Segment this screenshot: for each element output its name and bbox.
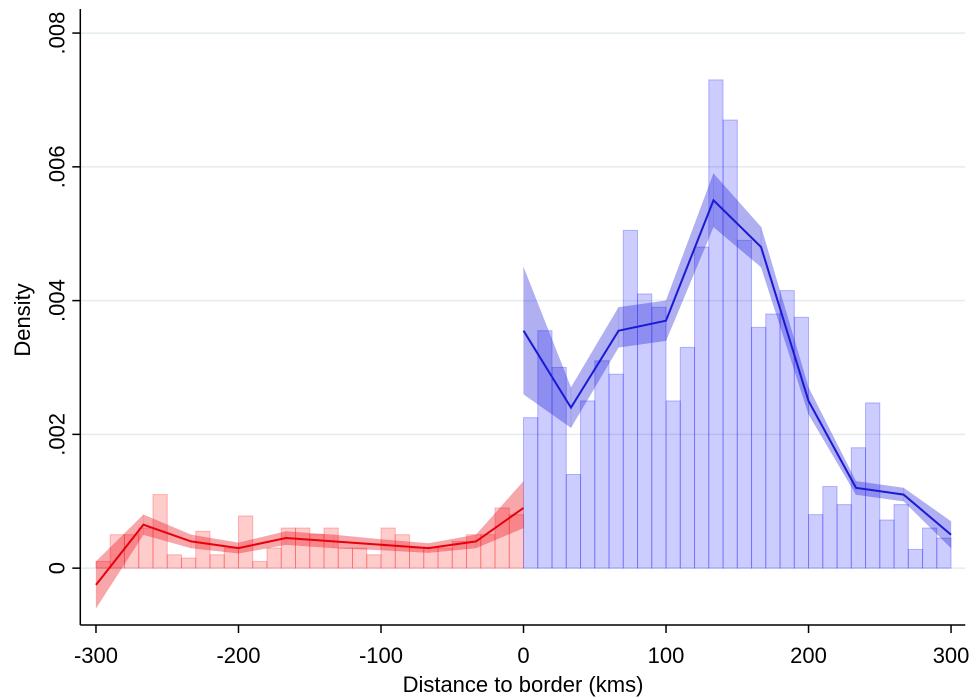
histogram-bar	[651, 306, 667, 569]
histogram-bar	[751, 326, 767, 569]
histogram-bar	[679, 346, 696, 569]
histogram-bar	[765, 313, 781, 569]
confidence-band	[95, 514, 144, 610]
confidence-band	[523, 267, 572, 429]
x-tick-label: -300	[74, 643, 118, 668]
histogram-bar	[480, 534, 496, 569]
histogram-bar	[822, 486, 838, 569]
histogram-bar	[309, 534, 325, 569]
density-line	[95, 507, 525, 586]
histogram-bar	[180, 557, 197, 569]
histogram-bar	[551, 366, 567, 569]
histogram-bar	[879, 519, 895, 569]
histogram-bar	[323, 527, 339, 569]
x-tick-label: 300	[933, 643, 970, 668]
histogram-bar	[779, 290, 795, 569]
histogram-bar	[366, 554, 382, 569]
confidence-band	[713, 172, 762, 268]
confidence-band	[808, 387, 857, 496]
x-tick-label: 100	[648, 643, 685, 668]
x-tick-label: 200	[790, 643, 827, 668]
histogram-bar	[252, 560, 268, 569]
histogram-bar	[138, 527, 154, 569]
histogram-bar	[736, 239, 753, 569]
y-tick-label: .008	[44, 12, 69, 55]
histogram-bar	[694, 246, 710, 569]
histogram-bar	[665, 400, 681, 569]
histogram-bar	[109, 534, 125, 569]
histogram-bar	[451, 540, 468, 569]
x-tick-label: 0	[517, 643, 529, 668]
y-tick-label: 0	[44, 562, 69, 574]
histogram-bar	[922, 527, 938, 569]
histogram-bar	[850, 447, 867, 569]
histogram-bar	[166, 554, 182, 569]
histogram-bar	[637, 293, 653, 569]
histogram-bar	[608, 373, 624, 569]
histogram-bar	[337, 547, 353, 569]
confidence-band	[618, 300, 667, 348]
histogram-bar	[594, 360, 610, 569]
histogram-bar	[351, 547, 368, 569]
confidence-band	[903, 487, 952, 549]
histogram-bar	[708, 79, 724, 569]
histogram-bar	[580, 400, 596, 569]
density-line	[522, 198, 952, 536]
y-axis-title: Density	[10, 283, 35, 356]
histogram-bar	[195, 530, 211, 569]
histogram-bar	[437, 547, 453, 569]
histogram-bar	[394, 534, 411, 569]
histogram-bar	[494, 507, 510, 569]
histogram-bar	[380, 527, 396, 569]
confidence-band	[665, 173, 714, 341]
histogram-bar	[893, 504, 909, 569]
histogram-bar	[237, 515, 254, 569]
confidence-band	[143, 514, 192, 549]
histogram-bar	[537, 330, 553, 569]
y-tick-label: .002	[44, 413, 69, 456]
histogram-bar	[266, 547, 282, 569]
histogram-bar	[722, 119, 738, 569]
histogram-bar	[622, 229, 639, 569]
x-tick-label: -200	[216, 643, 260, 668]
histogram-bar	[508, 514, 525, 569]
histogram-bar	[836, 504, 852, 569]
x-axis-title: Distance to border (kms)	[403, 672, 644, 697]
histogram-bar	[209, 554, 225, 569]
histogram-bar	[95, 560, 111, 569]
y-tick-label: .004	[44, 279, 69, 322]
confidence-band	[475, 480, 524, 549]
x-tick-label: -100	[359, 643, 403, 668]
histogram-bar	[793, 316, 810, 569]
y-tick-label: .006	[44, 145, 69, 188]
histogram-bar	[565, 474, 582, 569]
histogram-bar	[936, 537, 952, 569]
histogram-bar	[523, 417, 539, 569]
histogram-bar	[865, 402, 881, 569]
histogram-bar	[808, 514, 824, 569]
histogram-bar	[907, 548, 924, 569]
